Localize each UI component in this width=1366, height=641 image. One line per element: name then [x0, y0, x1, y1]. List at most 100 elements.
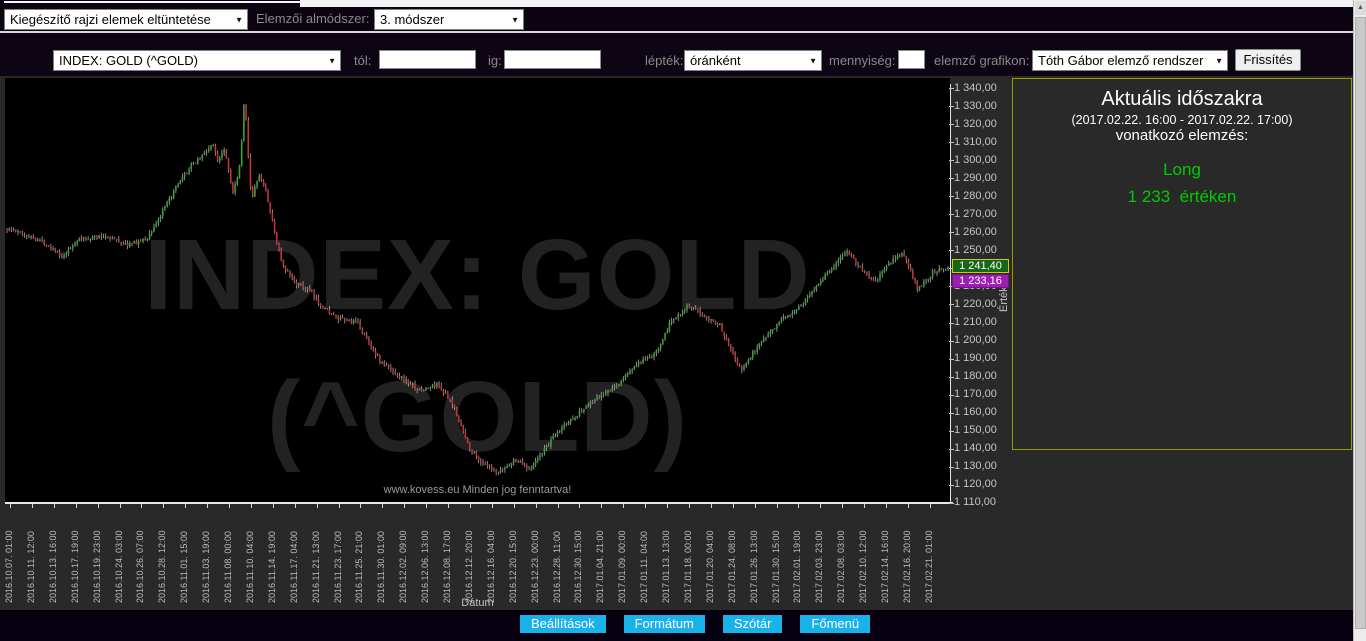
- y-tick-label: 1 250,00: [954, 243, 997, 256]
- y-tick-label: 1 210,00: [954, 316, 997, 329]
- y-tick-mark: [949, 106, 954, 108]
- y-tick-mark: [949, 502, 954, 504]
- toolbar-separator: [0, 31, 1353, 33]
- y-tick-mark: [949, 196, 954, 198]
- submethod-select-value: 3. módszer: [380, 12, 445, 27]
- analyzer-select[interactable]: Tóth Gábor elemző rendszer ▼: [1032, 50, 1228, 71]
- x-tick-mark: [776, 504, 778, 508]
- submethod-label: Elemzői almódszer:: [256, 11, 370, 26]
- x-tick-label: 2016.11.21. 13:00: [310, 531, 321, 603]
- submethod-select[interactable]: 3. módszer ▼: [374, 9, 524, 30]
- top-white-strip: [300, 0, 1353, 7]
- analyzer-select-value: Tóth Gábor elemző rendszer: [1038, 53, 1204, 68]
- y-tick-label: 1 130,00: [954, 460, 997, 473]
- x-tick-mark: [10, 504, 11, 508]
- y-tick-label: 1 310,00: [954, 135, 997, 148]
- x-axis-title: Dátum: [461, 597, 494, 609]
- x-tick-label: 2016.11.01. 15:00: [179, 531, 190, 603]
- instrument-select[interactable]: INDEX: GOLD (^GOLD) ▼: [53, 50, 341, 71]
- x-tick-mark: [732, 504, 734, 508]
- x-tick-label: 2017.01.20. 04:00: [704, 530, 715, 603]
- y-tick-mark: [949, 430, 954, 432]
- x-tick-label: 2017.01.09. 00:00: [617, 530, 628, 603]
- x-tick-mark: [31, 504, 33, 508]
- dictionary-button[interactable]: Szótár: [722, 615, 783, 633]
- x-tick-label: 2017.01.18. 00:00: [682, 530, 693, 603]
- x-tick-label: 2016.11.03. 19:00: [201, 531, 212, 603]
- x-tick-label: 2017.02.03. 23:00: [814, 530, 825, 603]
- vertical-scrollbar[interactable]: ▲: [1353, 0, 1366, 641]
- from-label: tól:: [354, 53, 372, 68]
- quantity-label: mennyiség:: [829, 53, 896, 68]
- scrollbar-thumb[interactable]: [1355, 17, 1366, 629]
- draw-elements-select-value: Kiegészítő rajzi elemek eltüntetése: [10, 12, 211, 27]
- y-tick-label: 1 160,00: [954, 406, 997, 419]
- x-tick-mark: [513, 504, 515, 508]
- from-date-input[interactable]: [379, 50, 476, 69]
- format-button[interactable]: Formátum: [623, 615, 705, 633]
- panel-title: Aktuális időszakra: [1101, 88, 1263, 110]
- y-axis-title: Érték: [998, 286, 1010, 312]
- x-tick-mark: [404, 504, 406, 508]
- x-tick-mark: [207, 504, 209, 508]
- y-tick-mark: [949, 466, 954, 468]
- y-tick-label: 1 340,00: [954, 81, 997, 94]
- scale-select[interactable]: óránként ▼: [684, 50, 822, 71]
- chart-plot-area[interactable]: INDEX: GOLD (^GOLD) www.kovess.eu Minden…: [5, 78, 950, 502]
- x-tick-label: 2017.02.16. 20:00: [901, 530, 912, 603]
- draw-elements-select[interactable]: Kiegészítő rajzi elemek eltüntetése ▼: [4, 9, 248, 30]
- x-axis-line: [5, 502, 953, 504]
- panel-period: (2017.02.22. 16:00 - 2017.02.22. 17:00): [1071, 113, 1293, 127]
- settings-button[interactable]: Beállítások: [520, 615, 606, 633]
- x-tick-mark: [491, 504, 493, 508]
- y-tick-label: 1 180,00: [954, 370, 997, 383]
- y-tick-mark: [949, 214, 954, 216]
- y-tick-mark: [949, 286, 954, 288]
- x-tick-mark: [820, 504, 822, 508]
- x-tick-mark: [185, 504, 187, 508]
- scroll-up-arrow-icon[interactable]: ▲: [1355, 1, 1366, 15]
- y-tick-mark: [949, 88, 954, 89]
- x-tick-mark: [119, 504, 121, 508]
- x-tick-label: 2017.02.10. 12:00: [858, 530, 869, 603]
- y-tick-label: 1 200,00: [954, 334, 997, 347]
- x-tick-mark: [97, 504, 99, 508]
- x-tick-label: 2016.11.10. 04:00: [244, 531, 255, 603]
- y-tick-mark: [949, 178, 954, 180]
- x-tick-mark: [886, 504, 887, 508]
- x-tick-label: 2016.10.19. 23:00: [91, 530, 102, 603]
- chevron-down-icon: ▼: [809, 56, 817, 65]
- quantity-input[interactable]: [898, 50, 925, 69]
- x-tick-mark: [229, 504, 230, 508]
- x-tick-mark: [272, 504, 274, 508]
- x-tick-label: 2016.11.30. 01:00: [376, 531, 387, 603]
- signal-value: 1 233 értéken: [1127, 187, 1237, 206]
- x-tick-mark: [842, 504, 844, 508]
- y-tick-mark: [949, 232, 954, 234]
- y-tick-mark: [949, 124, 954, 126]
- x-tick-mark: [929, 504, 931, 508]
- chevron-down-icon: ▼: [328, 56, 336, 65]
- main-menu-button[interactable]: Főmenü: [800, 615, 871, 633]
- x-tick-label: 2016.11.17. 04:00: [288, 531, 299, 603]
- y-tick-mark: [949, 322, 954, 324]
- x-tick-label: 2016.11.25. 21:00: [354, 531, 365, 603]
- x-tick-mark: [710, 504, 712, 508]
- refresh-button[interactable]: Frissítés: [1235, 49, 1301, 71]
- analyzer-label: elemző grafikon:: [934, 53, 1030, 68]
- y-axis-line: [950, 84, 951, 504]
- x-tick-mark: [448, 504, 449, 508]
- x-tick-mark: [360, 504, 362, 508]
- x-tick-label: 2017.01.26. 13:00: [748, 530, 759, 603]
- signal-direction: Long: [1163, 160, 1201, 179]
- to-date-input[interactable]: [504, 50, 601, 69]
- x-tick-label: 2017.01.13. 13:00: [661, 530, 671, 603]
- x-tick-label: 2016.12.06. 13:00: [420, 530, 431, 603]
- to-label: ig:: [488, 53, 502, 68]
- y-tick-label: 1 300,00: [954, 153, 997, 166]
- x-tick-label: 2017.02.08. 03:00: [836, 530, 847, 603]
- y-tick-mark: [949, 142, 954, 144]
- x-tick-mark: [426, 504, 428, 508]
- x-tick-label: 2017.02.21. 01:00: [923, 530, 934, 603]
- y-tick-mark: [949, 268, 954, 270]
